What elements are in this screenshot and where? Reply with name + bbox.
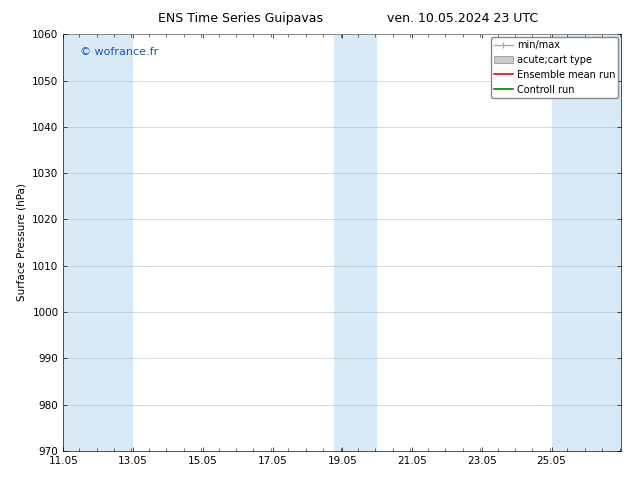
Text: © wofrance.fr: © wofrance.fr (80, 47, 158, 57)
Bar (63, 34, 133, 451)
Text: ven. 10.05.2024 23 UTC: ven. 10.05.2024 23 UTC (387, 12, 538, 25)
Bar (333, 34, 377, 451)
Legend: min/max, acute;cart type, Ensemble mean run, Controll run: min/max, acute;cart type, Ensemble mean … (491, 37, 618, 98)
Bar (552, 34, 621, 451)
Y-axis label: Surface Pressure (hPa): Surface Pressure (hPa) (16, 184, 27, 301)
Text: ENS Time Series Guipavas: ENS Time Series Guipavas (158, 12, 323, 25)
